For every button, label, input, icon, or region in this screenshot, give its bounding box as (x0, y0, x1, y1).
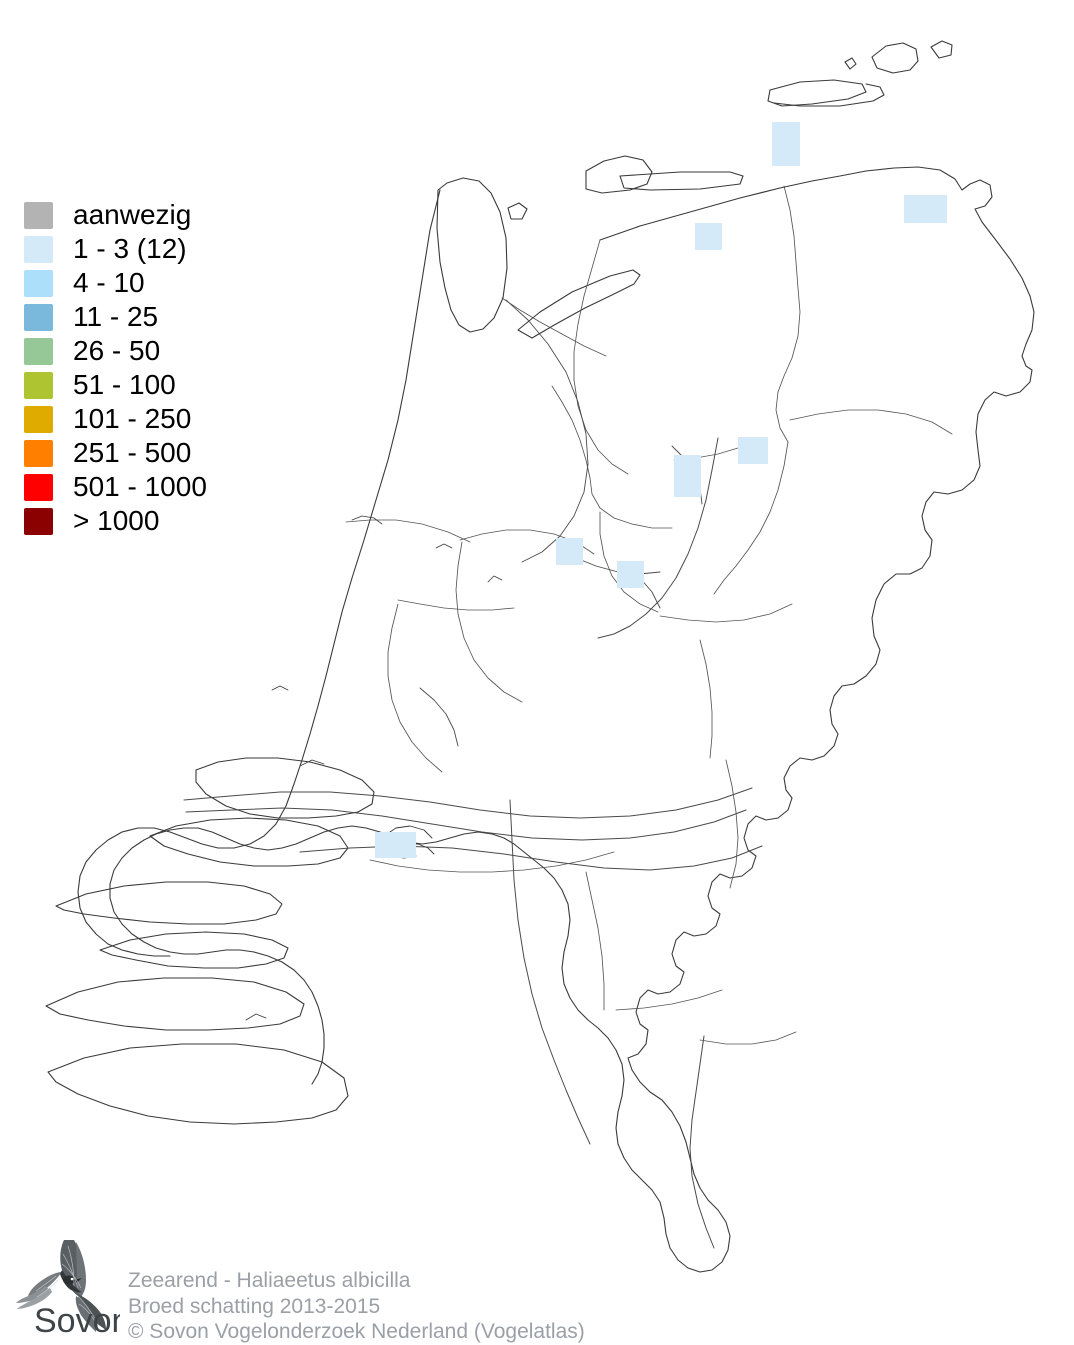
legend-swatch-51-100 (24, 371, 53, 399)
legend-label-251-500: 251 - 500 (73, 437, 192, 468)
occupied-cell-ketelmeer (674, 455, 701, 497)
occupied-cells-layer (375, 122, 947, 858)
legend-label-over-1000: > 1000 (73, 505, 160, 536)
legend-label-26-50: 26 - 50 (73, 335, 161, 366)
legend-swatch-101-250 (24, 405, 53, 433)
occupied-cell-biesbosch (375, 832, 416, 858)
delta-zeeuws-vlaanderen (47, 1043, 349, 1125)
legend-item-501-1000: 501 - 1000 (24, 470, 274, 504)
coast-holland (77, 189, 441, 957)
island-ameland-b (773, 83, 885, 107)
occupied-cell-veluwerandmeer (556, 538, 583, 565)
legend-swatch-251-500 (24, 439, 53, 467)
legend-swatch-26-50 (24, 337, 53, 365)
swallow-bird-icon (16, 1240, 106, 1332)
legend-swatch-1-3 (24, 235, 53, 263)
occupied-cell-friesland-midden (695, 223, 722, 250)
island-rottum-a (930, 40, 953, 59)
legend-item-26-50: 26 - 50 (24, 334, 274, 368)
legend-label-4-10: 4 - 10 (73, 267, 145, 298)
occupied-cell-zwarte-meer-noord (738, 437, 768, 464)
footer-copyright: © Sovon Vogelonderzoek Nederland (Vogela… (128, 1320, 585, 1343)
legend-item-aanwezig: aanwezig (24, 198, 274, 232)
legend-label-1-3: 1 - 3 (12) (73, 233, 187, 264)
map-outlines (45, 40, 1035, 1273)
legend-swatch-4-10 (24, 269, 53, 297)
footer-species: Zeearend - Haliaeetus albicilla (128, 1269, 411, 1292)
footer-subtitle: Broed schatting 2013-2015 (128, 1294, 381, 1318)
legend-item-11-25: 11 - 25 (24, 300, 274, 334)
legend-item-1-3: 1 - 3 (12) (24, 232, 274, 266)
coast-detail (245, 515, 503, 1021)
legend-item-251-500: 251 - 500 (24, 436, 274, 470)
legend-label-501-1000: 501 - 1000 (73, 471, 207, 502)
occupied-cell-lauwersmeer (772, 122, 800, 166)
occupied-cell-nijkerkernauw (617, 561, 644, 588)
legend-label-51-100: 51 - 100 (73, 369, 176, 400)
delta-walcheren-zuidbeveland (45, 977, 305, 1031)
legend-label-101-250: 101 - 250 (73, 403, 192, 434)
delta-goeree (149, 817, 349, 867)
delta-noordbeveland (99, 931, 289, 969)
footer-caption: Zeearend - Haliaeetus albicilla Broed sc… (128, 1268, 585, 1345)
delta-schouwen (55, 881, 283, 925)
occupied-cell-oostgroningen (904, 195, 947, 223)
inland-waters (419, 299, 703, 747)
rivers (183, 437, 763, 1249)
island-terschelling-b (619, 171, 744, 191)
footer: Sovon Zeearend - Haliaeetus albicilla Br… (0, 1236, 1074, 1343)
legend-item-51-100: 51 - 100 (24, 368, 274, 402)
delta-voorne (195, 757, 375, 819)
legend-swatch-501-1000 (24, 473, 53, 501)
legend-swatch-11-25 (24, 303, 53, 331)
legend-swatch-aanwezig (24, 201, 53, 229)
sovon-logo: Sovon (16, 1240, 120, 1336)
province-boundaries (345, 185, 953, 1045)
island-rottum-b (844, 57, 857, 70)
sovon-wordmark: Sovon (34, 1302, 120, 1336)
mainland-outline (109, 166, 1035, 1273)
legend-label-11-25: 11 - 25 (73, 301, 159, 332)
island-vlieland (517, 269, 641, 339)
legend-item-101-250: 101 - 250 (24, 402, 274, 436)
legend-label-aanwezig: aanwezig (73, 199, 192, 230)
island-texel-tip (507, 202, 528, 220)
island-ameland (767, 79, 867, 107)
island-terschelling (585, 155, 653, 194)
legend-item-over-1000: > 1000 (24, 504, 274, 538)
island-texel (436, 177, 508, 333)
legend: aanwezig 1 - 3 (12) 4 - 10 11 - 25 26 - … (24, 198, 274, 538)
legend-item-4-10: 4 - 10 (24, 266, 274, 300)
island-schiermonnikoog (871, 42, 919, 74)
legend-swatch-over-1000 (24, 507, 53, 535)
